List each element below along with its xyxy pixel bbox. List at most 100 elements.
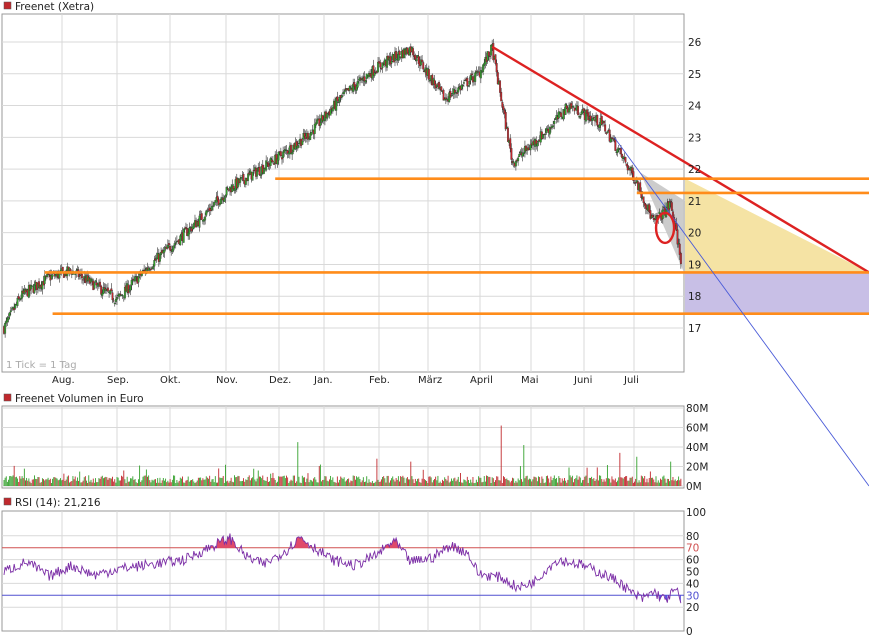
candle-body: [223, 197, 226, 202]
candle-body: [427, 69, 430, 80]
candle-body: [163, 249, 166, 253]
candle-body: [464, 79, 466, 82]
price-y-tick-label: 26: [688, 37, 702, 49]
rsi-y-tick-label: 20: [686, 602, 699, 614]
candle-body: [648, 204, 651, 212]
candle-body: [676, 229, 679, 245]
candle-body: [614, 138, 617, 151]
price-legend: Freenet (Xetra): [15, 1, 94, 13]
candle-body: [529, 144, 532, 151]
candle-body: [291, 152, 294, 155]
price-x-tick-label: Dez.: [269, 375, 291, 386]
candle-body: [279, 151, 282, 157]
candle-body: [160, 251, 163, 256]
candle-body: [626, 165, 629, 171]
candle-body: [247, 173, 250, 181]
candle-body: [41, 281, 44, 290]
candle-body: [82, 279, 85, 281]
candle-body: [74, 273, 77, 275]
candle-body: [474, 72, 477, 82]
candle-body: [522, 152, 525, 154]
volume-legend: Freenet Volumen in Euro: [15, 393, 144, 405]
candle-body: [640, 191, 643, 199]
price-x-tick-label: Okt.: [160, 375, 181, 386]
price-legend-swatch: [3, 1, 12, 10]
candle-body: [313, 123, 316, 134]
price-x-tick-label: Juni: [573, 375, 592, 386]
candle-body: [121, 295, 124, 297]
rsi-series-line: [3, 533, 682, 604]
candle-body: [616, 148, 619, 153]
candle-body: [453, 89, 456, 94]
candle-body: [242, 174, 245, 181]
candle-body: [600, 116, 603, 125]
candle-body: [610, 137, 613, 139]
candle-body: [565, 105, 568, 109]
candle-body: [510, 148, 513, 160]
candle-body: [605, 132, 608, 134]
candle-body: [131, 278, 134, 280]
candle-body: [572, 106, 575, 108]
candle-body: [265, 160, 268, 171]
candle-body: [449, 91, 452, 98]
candle-body: [355, 85, 358, 91]
candle-body: [415, 58, 418, 62]
price-y-tick-label: 19: [688, 259, 701, 271]
candle-body: [470, 73, 473, 76]
candle-body: [340, 95, 343, 98]
candle-body: [69, 269, 72, 272]
candle-body: [338, 96, 341, 102]
candle-body: [421, 59, 424, 62]
price-x-tick-label: Sep.: [107, 375, 129, 386]
candle-body: [119, 293, 122, 295]
candle-body: [206, 210, 209, 212]
candle-body: [286, 150, 289, 154]
candle-body: [93, 282, 96, 289]
candle-body: [678, 243, 681, 255]
candle-body: [352, 83, 355, 92]
candle-body: [179, 235, 182, 246]
candle-body: [553, 121, 556, 124]
candle-body: [364, 80, 367, 83]
candle-body: [579, 116, 582, 118]
candle-body: [189, 226, 192, 228]
rsi-y-tick-label: 80: [686, 531, 699, 543]
candle-body: [444, 97, 447, 100]
volume-y-tick-label: 80M: [686, 403, 708, 415]
candle-body: [33, 284, 36, 293]
candle-body: [479, 69, 482, 79]
candle-body: [14, 304, 17, 309]
candle-body: [307, 132, 309, 140]
candle-body: [212, 205, 215, 207]
candle-body: [217, 199, 220, 205]
candle-body: [490, 44, 492, 56]
candle-body: [8, 312, 11, 317]
candle-body: [389, 56, 392, 65]
price-y-tick-label: 25: [688, 69, 701, 81]
candle-body: [500, 91, 503, 102]
candle-body: [675, 223, 678, 231]
volume-panel: 0M 20M 40M 60M 80M Freenet Volumen in Euro: [1, 393, 708, 493]
candle-body: [395, 51, 398, 59]
candle-body: [200, 213, 203, 220]
candle-body: [658, 211, 661, 215]
candle-body: [440, 86, 443, 91]
candle-body: [16, 297, 19, 306]
candle-body: [94, 280, 97, 283]
price-y-tick-label: 18: [688, 291, 701, 303]
candle-body: [187, 232, 190, 237]
candle-body: [502, 106, 505, 111]
candle-body: [390, 60, 393, 64]
candle-body: [319, 122, 322, 126]
candle-body: [101, 292, 104, 296]
candle-body: [123, 286, 126, 299]
candle-body: [537, 140, 540, 143]
price-panel-background: [1, 13, 685, 373]
candle-body: [45, 274, 48, 278]
candle-body: [380, 67, 383, 70]
candle-body: [259, 174, 262, 176]
rsi-oversold-fill: [665, 595, 668, 603]
candle-body: [337, 101, 340, 103]
candle-body: [669, 200, 672, 203]
